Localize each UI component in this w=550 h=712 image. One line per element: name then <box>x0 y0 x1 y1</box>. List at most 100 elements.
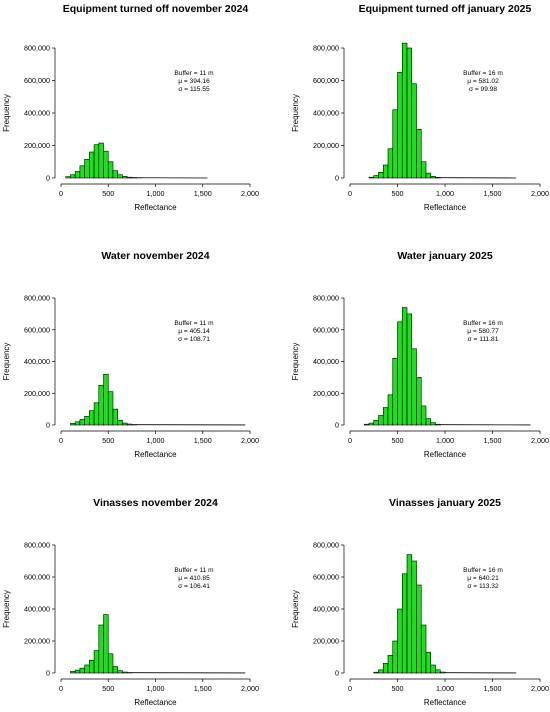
y-tick-label: 0 <box>335 421 339 430</box>
histogram-bar <box>98 142 104 179</box>
stats-annotation: Buffer = 16 m <box>463 567 503 574</box>
y-tick-label: 600,000 <box>24 573 50 582</box>
y-tick-label: 200,000 <box>313 141 339 150</box>
chart-title: Equipment turned off january 2025 <box>359 3 532 15</box>
histogram-bar <box>392 640 398 674</box>
histogram-bar <box>98 385 104 426</box>
histogram-bar <box>117 670 123 674</box>
histogram-bar <box>98 624 104 674</box>
histogram-bar <box>70 423 76 426</box>
histogram-bar <box>84 415 90 426</box>
y-tick-label: 400,000 <box>313 605 339 614</box>
histogram-bar <box>420 161 427 179</box>
histogram-bar <box>93 402 100 426</box>
histogram-bar <box>363 423 370 426</box>
histogram-bar <box>406 313 413 426</box>
histogram-bar <box>122 671 128 674</box>
histogram-bar <box>387 148 394 179</box>
y-tick-label: 0 <box>46 174 50 183</box>
histogram-bar <box>435 423 441 426</box>
histogram-bar <box>112 408 118 426</box>
stats-annotation: σ = 113.32 <box>467 583 499 590</box>
histogram-bar <box>107 653 114 674</box>
x-tick-label: 0 <box>348 436 352 445</box>
histogram-bar <box>411 348 417 426</box>
histogram-bar <box>392 109 398 179</box>
x-axis-label: Reflectance <box>134 203 177 212</box>
x-tick-label: 0 <box>348 189 352 198</box>
histogram-bar <box>411 560 417 674</box>
panel: Vinasses november 2024 0 500 1,000 1,500 2,00… <box>2 497 259 707</box>
x-tick-label: 1,000 <box>436 189 454 198</box>
histogram-bar <box>93 144 100 179</box>
y-axis-label: Frequency <box>291 343 300 381</box>
histogram-bar <box>117 174 123 179</box>
histogram-bar <box>84 159 90 179</box>
panel: Equipment turned off november 2024 0 500 1,… <box>2 3 259 212</box>
y-tick-label: 600,000 <box>24 76 50 85</box>
histogram-bar <box>103 150 109 179</box>
histogram-bar <box>79 667 85 674</box>
y-tick-label: 800,000 <box>313 294 339 303</box>
histogram-bar <box>378 172 384 179</box>
x-tick-label: 1,000 <box>147 436 165 445</box>
y-tick-label: 400,000 <box>24 605 50 614</box>
panel: Equipment turned off january 2025 0 500 1,0… <box>291 3 549 212</box>
y-tick-label: 400,000 <box>313 357 339 366</box>
panel: Vinasses january 2025 0 500 1,000 1,500 2,000… <box>291 497 549 707</box>
y-tick-label: 600,000 <box>24 325 50 334</box>
x-axis-label: Reflectance <box>424 698 467 707</box>
stats-annotation: Buffer = 16 m <box>463 70 503 77</box>
histogram-bar <box>65 176 71 179</box>
chart-title: Equipment turned off november 2024 <box>63 3 249 15</box>
histogram-bar <box>368 176 375 179</box>
histogram-bar <box>416 584 422 674</box>
y-tick-label: 0 <box>335 669 339 678</box>
histogram-bar <box>74 669 81 674</box>
x-tick-label: 2,000 <box>531 436 549 445</box>
y-tick-label: 400,000 <box>24 109 50 118</box>
x-tick-label: 1,000 <box>436 684 454 693</box>
histogram-bar <box>397 608 403 674</box>
y-tick-label: 800,000 <box>313 44 339 53</box>
chart-title: Vinasses november 2024 <box>93 497 218 509</box>
x-tick-label: 0 <box>59 189 63 198</box>
stats-annotation: μ = 640.21 <box>467 575 499 582</box>
histogram-bar <box>89 151 95 179</box>
stats-annotation: μ = 581.02 <box>467 78 499 85</box>
y-axis-label: Frequency <box>2 343 11 381</box>
histogram-bar <box>425 172 432 179</box>
chart-title: Water november 2024 <box>101 250 209 262</box>
histogram-bar <box>430 664 436 674</box>
x-axis-label: Reflectance <box>424 450 467 459</box>
histogram-bar <box>79 165 85 179</box>
x-tick-label: 500 <box>392 436 404 445</box>
histogram-bar <box>430 176 436 179</box>
y-tick-label: 200,000 <box>24 637 50 646</box>
histogram-bar <box>122 422 128 426</box>
histogram-bar <box>103 614 109 674</box>
histogram-bar <box>79 419 85 426</box>
histogram-bar <box>112 666 118 674</box>
y-axis-label: Frequency <box>291 590 300 628</box>
histogram-bar <box>435 669 441 674</box>
histogram-bar <box>401 307 408 426</box>
stats-annotation: Buffer = 16 m <box>463 320 503 327</box>
x-tick-label: 1,500 <box>194 189 212 198</box>
y-axis-label: Frequency <box>2 94 11 132</box>
histogram-bar <box>430 422 436 426</box>
histogram-bar <box>126 423 133 426</box>
histogram-bar <box>382 663 389 674</box>
chart-title: Vinasses january 2025 <box>389 497 501 509</box>
histogram-bar <box>378 415 384 426</box>
histogram-bar <box>103 373 109 426</box>
x-axis-label: Reflectance <box>134 450 177 459</box>
histogram-bar <box>382 164 389 179</box>
histogram-bar <box>93 650 100 674</box>
histogram-bar <box>425 651 432 674</box>
y-axis-label: Frequency <box>291 94 300 132</box>
x-tick-label: 500 <box>102 189 114 198</box>
histogram-bar <box>401 42 408 179</box>
histogram-bar <box>401 573 408 674</box>
x-tick-label: 2,000 <box>531 189 549 198</box>
